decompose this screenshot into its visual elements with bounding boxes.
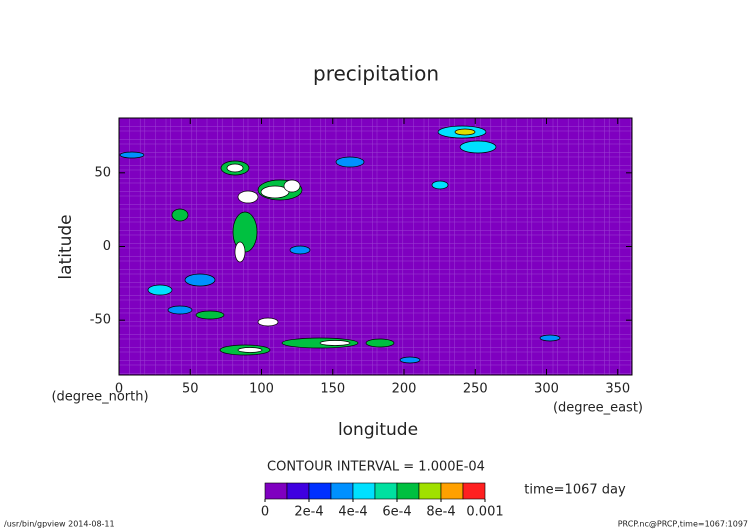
chart-title: precipitation xyxy=(313,62,439,86)
y-tick-label: -50 xyxy=(90,313,111,328)
colorbar-bin xyxy=(308,482,332,500)
contour-interval: CONTOUR INTERVAL = 1.000E-04 xyxy=(267,460,485,475)
x-tick-label: 350 xyxy=(605,382,630,397)
x-unit: (degree_east) xyxy=(553,401,643,416)
x-tick-label: 300 xyxy=(534,382,559,397)
x-tick-label: 250 xyxy=(463,382,488,397)
x-tick-label: 50 xyxy=(182,382,199,397)
colorbar-bin xyxy=(418,482,442,500)
footer-right: PRCP.nc@PRCP,time=1067:1097 xyxy=(618,520,748,529)
colorbar-label: 4e-4 xyxy=(338,505,367,520)
y-tick-label: 50 xyxy=(94,165,111,180)
annotation: time=1067 day xyxy=(524,483,626,498)
colorbar-bin xyxy=(330,482,354,500)
colorbar-label: 2e-4 xyxy=(294,505,323,520)
x-axis-label: longitude xyxy=(338,420,418,440)
y-axis-label: latitude xyxy=(56,214,76,279)
y-tick-label: 0 xyxy=(103,239,111,254)
x-tick-label: 0 xyxy=(115,382,123,397)
x-tick-label: 100 xyxy=(249,382,274,397)
x-tick-label: 150 xyxy=(320,382,345,397)
contour-field xyxy=(119,118,632,375)
footer-left: /usr/bin/gpview 2014-08-11 xyxy=(4,520,115,529)
colorbar-bin xyxy=(352,482,376,500)
x-tick-label: 200 xyxy=(392,382,417,397)
colorbar-bin xyxy=(440,482,464,500)
colorbar-bin xyxy=(264,482,288,500)
colorbar-bin xyxy=(286,482,310,500)
plot-area xyxy=(119,118,632,375)
colorbar-bin xyxy=(396,482,420,500)
colorbar-bin xyxy=(462,482,486,500)
colorbar-bin xyxy=(374,482,398,500)
colorbar-label: 8e-4 xyxy=(426,505,455,520)
colorbar-label: 6e-4 xyxy=(382,505,411,520)
colorbar-label: 0.001 xyxy=(466,505,503,520)
colorbar-label: 0 xyxy=(261,505,269,520)
y-unit: (degree_north) xyxy=(51,390,148,405)
